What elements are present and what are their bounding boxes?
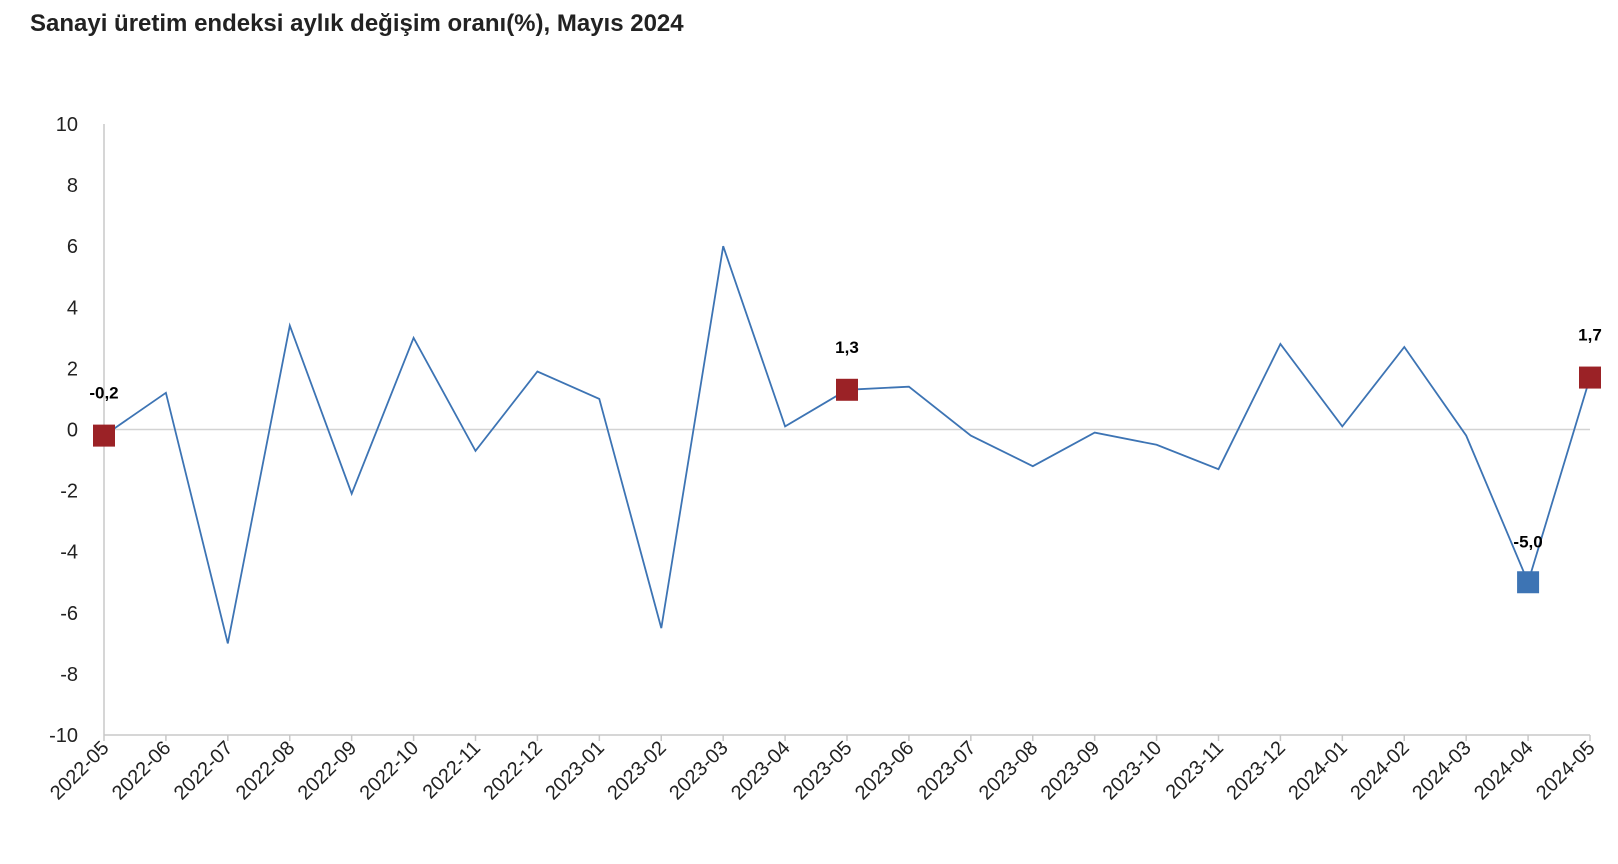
x-tick-label: 2023-07 bbox=[913, 737, 980, 804]
x-tick-label: 2022-11 bbox=[419, 737, 485, 803]
x-tick-label: 2024-02 bbox=[1346, 737, 1413, 804]
x-tick-label: 2022-09 bbox=[294, 737, 361, 804]
highlight-marker bbox=[1579, 366, 1601, 389]
y-tick-label: 0 bbox=[67, 420, 78, 442]
x-tick-label: 2024-04 bbox=[1470, 737, 1537, 804]
y-tick-label: -8 bbox=[60, 664, 78, 686]
highlight-marker bbox=[1517, 571, 1540, 594]
x-tick-label: 2023-02 bbox=[603, 737, 670, 804]
data-label: -0,2 bbox=[89, 384, 118, 403]
data-label: 1,3 bbox=[835, 338, 859, 357]
x-tick-label: 2023-01 bbox=[541, 737, 608, 804]
x-tick-label: 2023-03 bbox=[665, 737, 732, 804]
x-tick-label: 2024-01 bbox=[1284, 737, 1351, 804]
x-tick-label: 2022-12 bbox=[479, 737, 546, 804]
x-tick-label: 2023-10 bbox=[1099, 737, 1166, 804]
y-tick-label: -10 bbox=[49, 725, 78, 747]
data-label: -5,0 bbox=[1513, 532, 1542, 551]
x-tick-label: 2024-03 bbox=[1408, 737, 1475, 804]
y-tick-label: 6 bbox=[67, 236, 78, 258]
x-tick-label: 2022-06 bbox=[108, 737, 175, 804]
series-line bbox=[103, 245, 1591, 644]
y-tick-label: 2 bbox=[67, 358, 78, 380]
data-label: 1,7 bbox=[1578, 326, 1602, 345]
y-tick-label: 10 bbox=[56, 114, 78, 136]
chart-title: Sanayi üretim endeksi aylık değişim oran… bbox=[30, 10, 684, 37]
x-tick-label: 2022-08 bbox=[232, 737, 299, 804]
y-tick-label: 4 bbox=[67, 297, 78, 319]
y-tick-label: -6 bbox=[60, 603, 78, 625]
x-tick-label: 2022-05 bbox=[46, 737, 113, 804]
x-tick-label: 2024-05 bbox=[1532, 737, 1599, 804]
y-tick-label: -2 bbox=[60, 481, 78, 503]
x-tick-label: 2023-06 bbox=[851, 737, 918, 804]
highlight-marker bbox=[836, 378, 858, 401]
x-tick-label: 2022-07 bbox=[170, 737, 237, 804]
x-tick-label: 2023-04 bbox=[727, 737, 794, 804]
x-tick-label: 2023-11 bbox=[1162, 737, 1228, 803]
y-tick-label: -4 bbox=[60, 542, 78, 564]
x-tick-label: 2023-05 bbox=[789, 737, 856, 804]
x-tick-label: 2023-08 bbox=[975, 737, 1042, 804]
x-tick-label: 2023-09 bbox=[1037, 737, 1104, 804]
y-tick-label: 8 bbox=[67, 175, 78, 197]
x-tick-label: 2023-12 bbox=[1222, 737, 1289, 804]
highlight-marker bbox=[93, 424, 115, 447]
x-tick-label: 2022-10 bbox=[356, 737, 423, 804]
